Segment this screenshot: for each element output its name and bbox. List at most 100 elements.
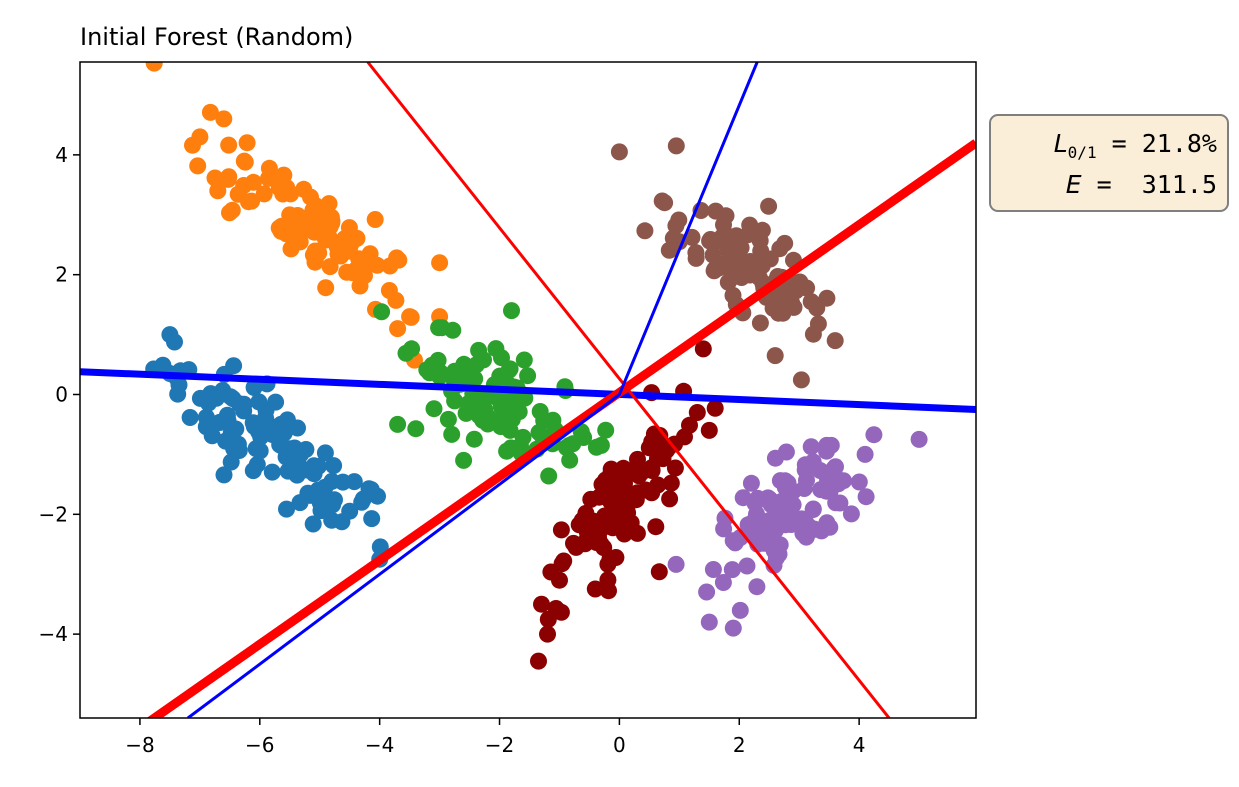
split-line-4 (187, 62, 759, 718)
scatter-point-cluster-5 (850, 473, 868, 491)
scatter-point-cluster-1 (251, 442, 269, 460)
scatter-point-cluster-3 (389, 415, 407, 433)
scatter-point-cluster-6 (590, 488, 608, 506)
scatter-point-cluster-3 (503, 302, 520, 320)
scatter-point-cluster-3 (425, 400, 443, 418)
x-tick-label: −4 (365, 733, 394, 757)
scatter-point-cluster-6 (628, 524, 646, 542)
scatter-point-cluster-6 (651, 427, 669, 444)
scatter-point-cluster-2 (206, 169, 224, 187)
scatter-point-cluster-5 (700, 613, 718, 631)
scatter-point-cluster-1 (316, 444, 334, 462)
scatter-point-cluster-3 (535, 412, 553, 430)
scatter-point-cluster-4 (766, 347, 784, 365)
scatter-point-cluster-5 (667, 555, 685, 573)
scatter-point-cluster-1 (278, 500, 295, 518)
scatter-point-cluster-6 (694, 340, 712, 358)
scatter-point-cluster-4 (702, 231, 719, 248)
scatter-point-cluster-5 (715, 520, 733, 538)
scatter-point-cluster-5 (742, 474, 760, 492)
scatter-point-cluster-5 (794, 524, 812, 542)
scatter-point-cluster-6 (681, 416, 698, 434)
scatter-point-cluster-4 (751, 314, 769, 332)
x-tick-label: −8 (125, 733, 154, 757)
scatter-point-cluster-2 (229, 185, 247, 203)
scatter-point-cluster-4 (802, 293, 820, 311)
y-tick-label: 4 (55, 143, 68, 167)
scatter-point-cluster-2 (321, 258, 339, 276)
scatter-point-cluster-6 (602, 460, 620, 478)
scatter-point-cluster-1 (267, 393, 285, 411)
y-axis-ticks: −4 −2 0 2 4 (39, 143, 80, 646)
scatter-point-cluster-6 (533, 595, 550, 613)
scatter-point-cluster-1 (181, 409, 199, 426)
y-tick-label: −4 (39, 622, 68, 646)
scatter-point-cluster-2 (238, 134, 256, 152)
scatter-point-cluster-1 (304, 515, 322, 533)
scatter-point-cluster-2 (388, 249, 406, 267)
scatter-point-cluster-2 (297, 215, 315, 233)
scatter-point-cluster-6 (530, 652, 547, 670)
scatter-point-cluster-6 (626, 464, 644, 482)
scatter-point-cluster-5 (818, 442, 835, 460)
scatter-point-cluster-2 (221, 204, 238, 222)
scatter-point-cluster-2 (209, 182, 227, 200)
scatter-point-cluster-2 (323, 212, 341, 230)
scatter-point-cluster-1 (288, 466, 306, 484)
scatter-point-cluster-2 (389, 320, 407, 338)
scatter-point-cluster-2 (145, 62, 163, 72)
scatter-point-cluster-4 (720, 228, 738, 245)
scatter-point-cluster-5 (731, 529, 749, 547)
scatter-point-cluster-5 (812, 481, 830, 499)
split-lines (80, 62, 976, 718)
scatter-point-cluster-2 (236, 153, 254, 171)
x-tick-label: 0 (613, 733, 626, 757)
scatter-point-cluster-1 (291, 494, 309, 512)
scatter-point-cluster-5 (856, 445, 874, 463)
scatter-point-cluster-3 (487, 340, 505, 358)
scatter-point-cluster-2 (401, 308, 419, 326)
scatter-point-cluster-2 (215, 110, 233, 128)
scatter-point-cluster-3 (403, 340, 421, 358)
scatter-point-cluster-4 (723, 269, 740, 287)
scatter-point-cluster-5 (831, 494, 849, 512)
scatter-point-cluster-5 (842, 505, 860, 523)
scatter-point-cluster-5 (746, 494, 764, 512)
scatter-point-cluster-3 (470, 407, 488, 425)
scatter-point-cluster-6 (604, 519, 622, 537)
scatter-point-cluster-6 (599, 571, 617, 589)
scatter-point-cluster-2 (340, 219, 358, 237)
chart-title: Initial Forest (Random) (80, 23, 353, 51)
scatter-point-cluster-6 (553, 555, 571, 573)
split-line-3 (366, 62, 891, 718)
scatter-point-cluster-3 (407, 420, 425, 438)
scatter-point-cluster-3 (465, 430, 483, 448)
scatter-point-cluster-3 (540, 467, 558, 485)
scatter-point-cluster-6 (666, 459, 684, 477)
scatter-point-cluster-3 (597, 421, 615, 439)
scatter-point-cluster-6 (552, 521, 570, 539)
scatter-point-cluster-6 (706, 399, 724, 417)
scatter-point-cluster-5 (724, 619, 742, 637)
scatter-point-cluster-2 (245, 173, 262, 191)
plot-frame (79, 61, 977, 719)
scatter-point-cluster-5 (857, 488, 875, 506)
scatter-point-cluster-2 (320, 231, 338, 249)
scatter-point-cluster-3 (575, 429, 593, 446)
loss-subscript: 0/1 (1067, 143, 1097, 162)
scatter-point-cluster-4 (717, 207, 735, 225)
scatter-point-cluster-3 (431, 368, 449, 385)
scatter-point-cluster-3 (429, 351, 447, 369)
scatter-point-cluster-5 (738, 557, 756, 575)
scatter-point-cluster-3 (495, 406, 513, 424)
scatter-point-cluster-3 (373, 303, 391, 321)
x-tick-label: 2 (733, 733, 746, 757)
scatter-point-cluster-3 (561, 451, 579, 469)
scatter-point-cluster-5 (766, 521, 784, 539)
scatter-point-cluster-1 (197, 418, 215, 436)
scatter-point-cluster-3 (515, 351, 533, 369)
scatter-point-cluster-1 (250, 393, 268, 411)
scatter-point-cluster-1 (263, 463, 281, 481)
scatter-point-cluster-4 (653, 192, 671, 210)
scatter-point-cluster-4 (772, 298, 790, 316)
